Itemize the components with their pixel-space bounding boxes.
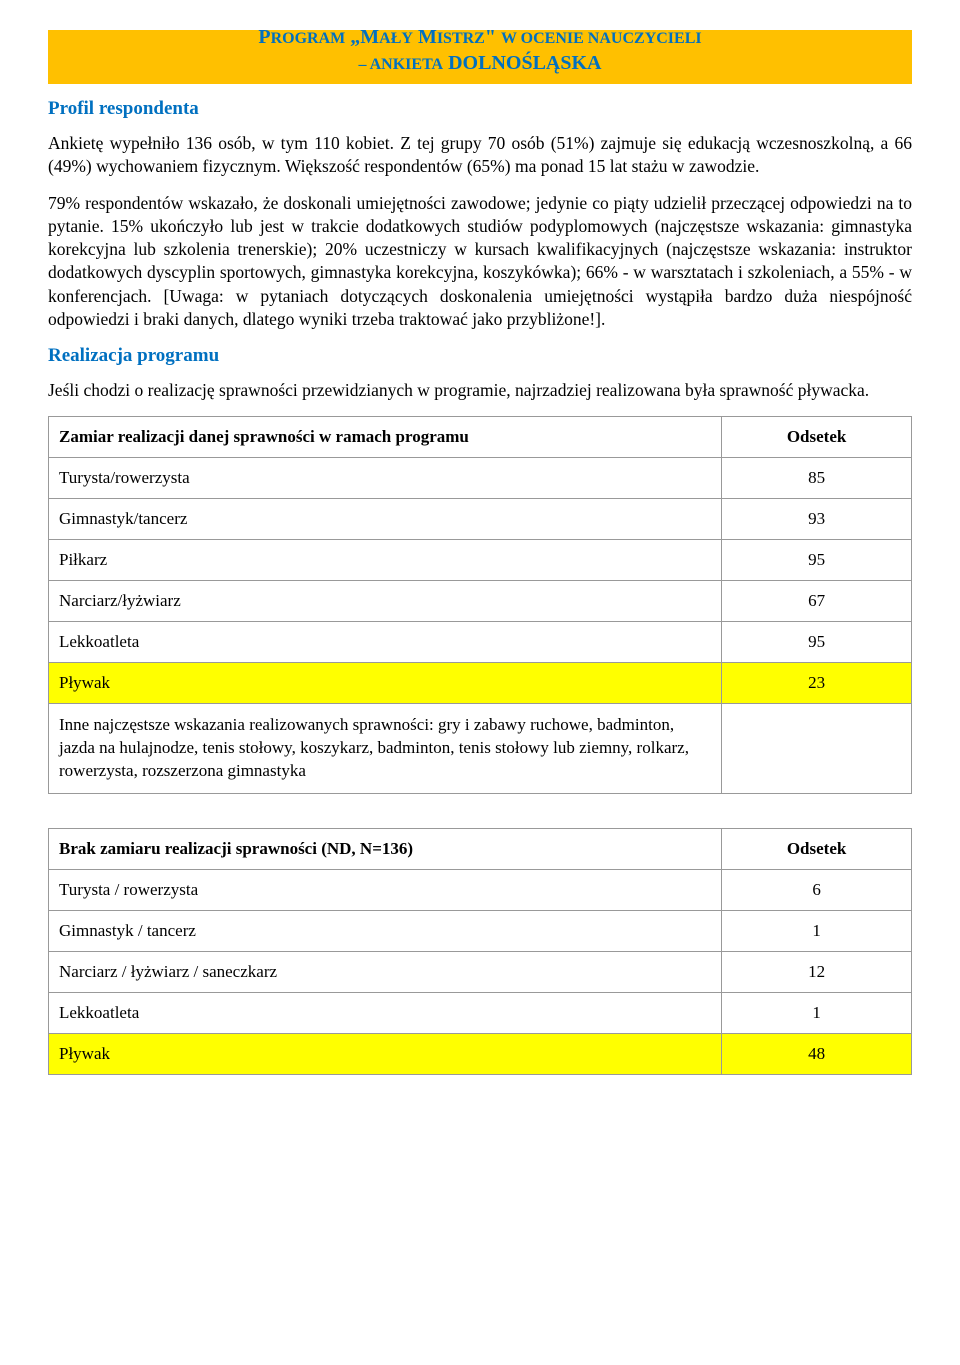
table-header-label: Zamiar realizacji danej sprawności w ram… [49,416,722,457]
row-value: 12 [722,951,912,992]
row-value: 1 [722,910,912,951]
row-label: Narciarz / łyżwiarz / saneczkarz [49,951,722,992]
row-value: 6 [722,869,912,910]
table-row-highlight: Pływak 23 [49,662,912,703]
title-line1: PROGRAM „MAŁY MISTRZ" W OCENIE NAUCZYCIE… [258,26,701,48]
row-value: 48 [722,1033,912,1074]
row-label: Piłkarz [49,539,722,580]
row-label: Pływak [49,1033,722,1074]
row-label: Gimnastyk/tancerz [49,498,722,539]
row-label: Narciarz/łyżwiarz [49,580,722,621]
row-label: Turysta / rowerzysta [49,869,722,910]
title-banner: PROGRAM „MAŁY MISTRZ" W OCENIE NAUCZYCIE… [48,30,912,84]
table-row: Narciarz / łyżwiarz / saneczkarz 12 [49,951,912,992]
table-realization-intent: Zamiar realizacji danej sprawności w ram… [48,416,912,794]
row-value: 67 [722,580,912,621]
row-label: Gimnastyk / tancerz [49,910,722,951]
row-label: Pływak [49,662,722,703]
table-row: Piłkarz 95 [49,539,912,580]
table-no-intent: Brak zamiaru realizacji sprawności (ND, … [48,828,912,1075]
table-row: Gimnastyk/tancerz 93 [49,498,912,539]
row-value: 95 [722,621,912,662]
section-heading-realization: Realizacja programu [48,345,912,367]
table-note: Inne najczęstsze wskazania realizowanych… [49,703,722,793]
title-line2: – ANKIETA DOLNOŚLĄSKA [359,52,602,74]
paragraph-3: Jeśli chodzi o realizację sprawności prz… [48,379,912,402]
paragraph-2: 79% respondentów wskazało, że doskonali … [48,192,912,331]
row-value: 93 [722,498,912,539]
table-row: Gimnastyk / tancerz 1 [49,910,912,951]
table-row: Lekkoatleta 95 [49,621,912,662]
table-note-row: Inne najczęstsze wskazania realizowanych… [49,703,912,793]
table-row: Narciarz/łyżwiarz 67 [49,580,912,621]
table-note-empty [722,703,912,793]
row-value: 23 [722,662,912,703]
table-row-highlight: Pływak 48 [49,1033,912,1074]
table-row: Turysta / rowerzysta 6 [49,869,912,910]
table-header-row: Zamiar realizacji danej sprawności w ram… [49,416,912,457]
paragraph-1: Ankietę wypełniło 136 osób, w tym 110 ko… [48,132,912,178]
section-heading-profile: Profil respondenta [48,98,912,120]
table-header-row: Brak zamiaru realizacji sprawności (ND, … [49,828,912,869]
table-row: Turysta/rowerzysta 85 [49,457,912,498]
table-header-value: Odsetek [722,828,912,869]
title-text: PROGRAM „MAŁY MISTRZ" W OCENIE NAUCZYCIE… [156,24,804,76]
table-row: Lekkoatleta 1 [49,992,912,1033]
row-label: Lekkoatleta [49,621,722,662]
row-label: Turysta/rowerzysta [49,457,722,498]
row-value: 95 [722,539,912,580]
row-value: 1 [722,992,912,1033]
page: PROGRAM „MAŁY MISTRZ" W OCENIE NAUCZYCIE… [0,0,960,1139]
table-header-value: Odsetek [722,416,912,457]
row-label: Lekkoatleta [49,992,722,1033]
table-header-label: Brak zamiaru realizacji sprawności (ND, … [49,828,722,869]
row-value: 85 [722,457,912,498]
